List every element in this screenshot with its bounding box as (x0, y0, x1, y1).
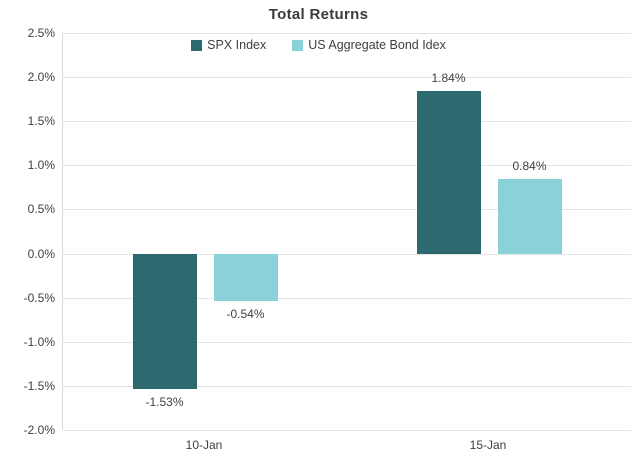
data-label: -0.54% (226, 307, 265, 322)
gridline (63, 297, 631, 299)
data-label: 0.84% (512, 159, 547, 174)
bar-10-Jan-us-aggregate-bond-idex[interactable] (213, 253, 278, 302)
y-axis-tick-label: -1.0% (23, 334, 55, 349)
gridline (63, 33, 631, 34)
y-axis-tick-label: -2.0% (23, 423, 55, 437)
gridline (63, 77, 631, 79)
y-axis-tick-label: 1.5% (27, 114, 55, 129)
plot-area: -1.53% -0.54% 1.84% 0.84% (62, 33, 631, 431)
legend-swatch-spx-icon (191, 39, 203, 51)
y-axis-tick-label: 0.5% (27, 202, 55, 217)
x-axis-tick-label: 10-Jan (185, 438, 223, 452)
bar-15-Jan-us-aggregate-bond-idex[interactable] (497, 179, 562, 254)
data-label: 1.84% (431, 71, 466, 86)
bar-15-Jan-spx-index[interactable] (416, 91, 481, 254)
legend-swatch-bond-icon (292, 39, 304, 51)
chart-title: Total Returns (268, 6, 369, 23)
bar-10-Jan-spx-index[interactable] (132, 253, 197, 389)
x-axis-tick-label: 15-Jan (469, 438, 507, 452)
gridline (63, 253, 631, 255)
legend-label-spx-index: SPX Index (207, 38, 267, 52)
y-axis-tick-label: 2.0% (27, 70, 55, 85)
gridline (63, 430, 631, 431)
y-axis-tick-label: 2.5% (27, 26, 55, 40)
y-axis-tick-label: -1.5% (23, 378, 55, 393)
legend: SPX Index US Aggregate Bond Idex (0, 38, 637, 52)
data-label: -1.53% (145, 394, 184, 409)
gridline (63, 121, 631, 123)
gridline (63, 165, 631, 167)
y-axis-tick-label: -0.5% (23, 290, 55, 305)
legend-item-bond-index: US Aggregate Bond Idex (292, 38, 446, 52)
y-axis-tick-label: 0.0% (27, 246, 55, 261)
legend-label-bond-index: US Aggregate Bond Idex (308, 38, 446, 52)
gridline (63, 341, 631, 343)
gridline (63, 385, 631, 387)
y-axis-tick-label: 1.0% (27, 158, 55, 173)
legend-item-spx-index: SPX Index (191, 38, 266, 52)
gridline (63, 209, 631, 211)
